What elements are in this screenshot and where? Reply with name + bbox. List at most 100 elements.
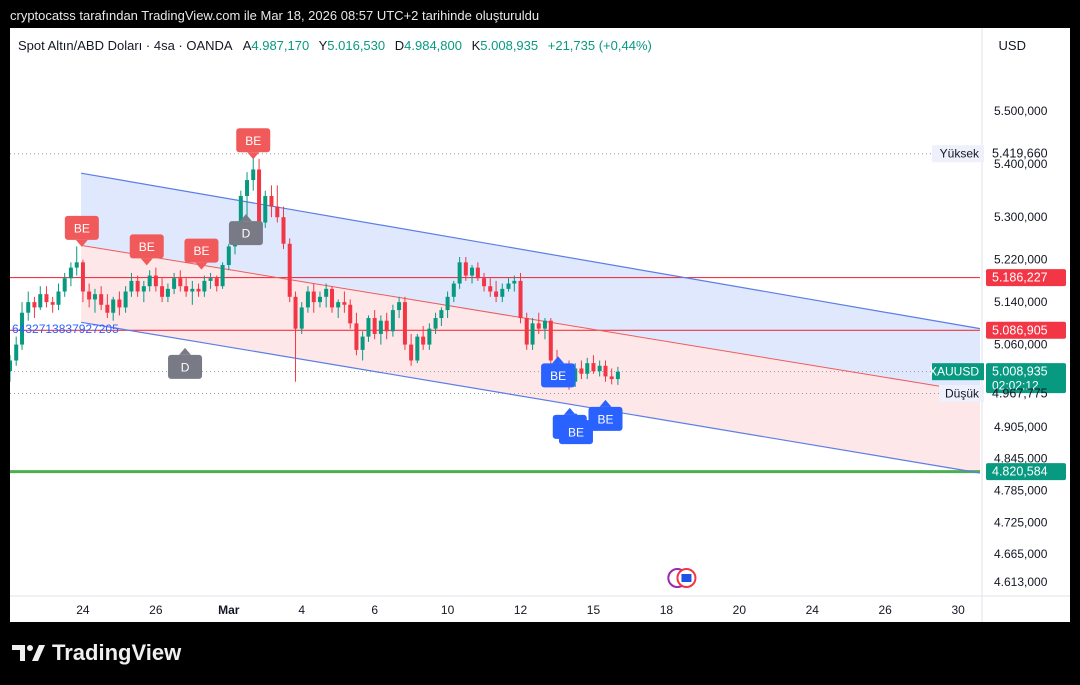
economic-events-icon bbox=[667, 568, 697, 588]
price-label-tag: Düşük bbox=[945, 387, 980, 401]
candle bbox=[518, 280, 523, 319]
change-value: +21,735 (+0,44%) bbox=[547, 38, 652, 53]
price-label: 5.419,660 Yüksek bbox=[932, 145, 1048, 163]
price-label: 5.086,905 bbox=[986, 321, 1066, 339]
price-label: 4.820,584 bbox=[986, 463, 1066, 481]
candle bbox=[14, 344, 19, 361]
candle bbox=[299, 307, 304, 329]
candle bbox=[342, 302, 347, 305]
candle bbox=[475, 267, 480, 279]
candle bbox=[311, 291, 316, 303]
price-chart[interactable]: 6432713837927205BEBEBEBEDDBEBEBEBE2426Ma… bbox=[10, 28, 1070, 622]
candle bbox=[500, 288, 505, 297]
channel-upper-fill bbox=[81, 173, 981, 393]
candle bbox=[293, 296, 298, 329]
candle bbox=[463, 262, 468, 276]
x-tick-label: 20 bbox=[733, 603, 747, 617]
candle bbox=[196, 288, 201, 292]
signal-label-be: BE bbox=[64, 215, 99, 247]
candle bbox=[451, 283, 456, 297]
price-label-tag: Yüksek bbox=[940, 147, 980, 161]
signal-label-text: BE bbox=[550, 369, 566, 383]
candle bbox=[263, 195, 268, 223]
chart-frame: 6432713837927205BEBEBEBEDDBEBEBEBE2426Ma… bbox=[10, 28, 1070, 622]
candle bbox=[141, 286, 146, 292]
price-label-text: 5.086,905 bbox=[992, 323, 1048, 337]
channel-upper-line bbox=[81, 172, 981, 330]
tradingview-brand[interactable]: TradingView bbox=[12, 640, 181, 666]
tradingview-logo-icon bbox=[12, 645, 45, 661]
candle bbox=[178, 278, 183, 287]
candle bbox=[409, 344, 414, 361]
candle bbox=[336, 302, 341, 308]
candle bbox=[366, 318, 371, 337]
candle bbox=[536, 323, 541, 329]
candle bbox=[524, 318, 529, 345]
candle bbox=[548, 320, 553, 361]
candle bbox=[530, 323, 535, 345]
y-tick-label: 4.905,000 bbox=[994, 420, 1048, 434]
y-tick-label: 4.845,000 bbox=[994, 452, 1048, 466]
price-label-text: 5.419,660 bbox=[992, 147, 1048, 161]
x-tick-label: 26 bbox=[879, 603, 893, 617]
x-tick-label: 30 bbox=[951, 603, 965, 617]
candle bbox=[348, 304, 353, 324]
candle bbox=[494, 291, 499, 297]
signal-label-text: D bbox=[181, 360, 190, 374]
x-tick-label: 6 bbox=[371, 603, 378, 617]
candle bbox=[208, 278, 213, 281]
signal-label-text: BE bbox=[74, 221, 90, 235]
x-tick-label: 26 bbox=[149, 603, 163, 617]
candle bbox=[190, 288, 195, 292]
candle bbox=[609, 376, 614, 380]
currency-label[interactable]: USD bbox=[998, 38, 1026, 53]
candle bbox=[92, 294, 97, 300]
y-tick-label: 5.060,000 bbox=[994, 338, 1048, 352]
signal-label-text: BE bbox=[193, 244, 209, 258]
symbol-title[interactable]: Spot Altın/ABD Doları · 4sa · OANDA bbox=[18, 38, 233, 53]
candle bbox=[20, 312, 25, 345]
signal-label-be: BE bbox=[184, 238, 219, 270]
high-value: 5.016,530 bbox=[327, 38, 386, 53]
candle bbox=[573, 368, 578, 382]
price-label: 4.967,775 Düşük bbox=[939, 385, 1048, 403]
channel-middle-line bbox=[81, 244, 981, 394]
candle bbox=[74, 262, 79, 268]
signal-label-be: BE bbox=[129, 234, 164, 266]
candle bbox=[415, 336, 420, 361]
candle bbox=[26, 302, 31, 313]
x-tick-label: Mar bbox=[218, 603, 240, 617]
candle bbox=[591, 363, 596, 372]
y-tick-label: 5.220,000 bbox=[994, 253, 1048, 267]
candle bbox=[470, 267, 475, 276]
candle bbox=[129, 280, 134, 292]
candle bbox=[202, 280, 207, 292]
brand-name: TradingView bbox=[52, 640, 182, 665]
candle bbox=[172, 278, 177, 289]
high-label: Y bbox=[318, 38, 328, 53]
channel-lower-line bbox=[81, 321, 981, 474]
candle bbox=[597, 365, 602, 372]
candle bbox=[32, 302, 37, 308]
candle bbox=[579, 368, 584, 374]
signal-label-be: BE bbox=[558, 413, 593, 445]
x-tick-label: 4 bbox=[298, 603, 305, 617]
candle bbox=[603, 365, 608, 377]
candle bbox=[117, 299, 122, 308]
signal-label-text: D bbox=[242, 227, 251, 241]
x-tick-label: 24 bbox=[806, 603, 820, 617]
candle bbox=[99, 294, 104, 305]
signal-label-text: BE bbox=[568, 426, 584, 440]
price-label-text: 4.967,775 bbox=[992, 387, 1048, 401]
candle bbox=[615, 371, 620, 380]
signal-label-text: BE bbox=[245, 134, 261, 148]
candle bbox=[384, 320, 389, 332]
candle bbox=[62, 278, 67, 292]
channel-lower-fill bbox=[81, 245, 981, 474]
price-label-text: 4.820,584 bbox=[992, 465, 1048, 479]
y-tick-label: 4.785,000 bbox=[994, 484, 1048, 498]
candle bbox=[153, 275, 158, 287]
signal-label-d: D bbox=[228, 214, 263, 246]
candle bbox=[147, 275, 152, 287]
candle bbox=[488, 286, 493, 292]
